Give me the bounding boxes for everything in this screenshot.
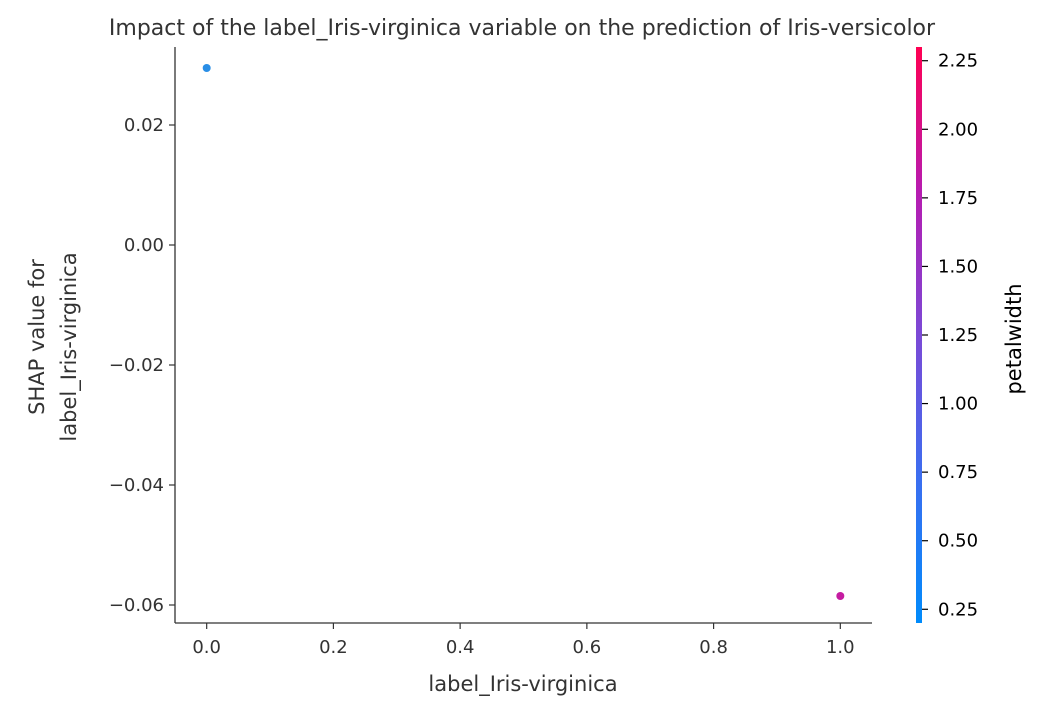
y-tick-label: −0.04: [109, 475, 164, 496]
colorbar-tick-label: 1.75: [938, 188, 978, 209]
y-axis-label-line-2: label_Iris-virginica: [57, 252, 82, 441]
x-tick-label: 0.6: [573, 637, 602, 658]
y-tick-label: 0.00: [124, 235, 164, 256]
colorbar-tick-label: 2.00: [938, 119, 978, 140]
y-tick-label: −0.02: [109, 355, 164, 376]
data-point: [836, 592, 845, 600]
plot-area: 0.0 0.2 0.4 0.6 0.8 1.0 0.02 0.00 −0.02 −0.04 −0.0…: [109, 47, 872, 658]
colorbar-tick-label: 0.25: [938, 599, 978, 620]
colorbar-gradient: [916, 47, 922, 623]
colorbar-tick-label: 0.75: [938, 462, 978, 483]
chart-title: Impact of the label_Iris-virginica varia…: [109, 16, 936, 41]
colorbar: 0.25 0.50 0.75 1.00 1.25 1.50 1.75 2.00 2.25: [916, 47, 978, 623]
x-axis-label: label_Iris-virginica: [428, 672, 617, 697]
colorbar-tick-label: 1.50: [938, 256, 978, 277]
y-tick-label: −0.06: [109, 595, 164, 616]
x-tick-label: 0.2: [319, 637, 348, 658]
colorbar-tick-label: 1.25: [938, 325, 978, 346]
x-tick-label: 0.4: [446, 637, 475, 658]
x-tick-label: 1.0: [826, 637, 855, 658]
colorbar-tick-label: 2.25: [938, 51, 978, 72]
x-tick-label: 0.8: [699, 637, 728, 658]
colorbar-tick-label: 1.00: [938, 394, 978, 415]
colorbar-tick-label: 0.50: [938, 531, 978, 552]
data-point: [202, 64, 211, 72]
y-axis-label-line-1: SHAP value for: [25, 259, 49, 415]
y-tick-label: 0.02: [124, 115, 164, 136]
x-tick-label: 0.0: [192, 637, 221, 658]
colorbar-label: petalwidth: [1002, 283, 1026, 394]
